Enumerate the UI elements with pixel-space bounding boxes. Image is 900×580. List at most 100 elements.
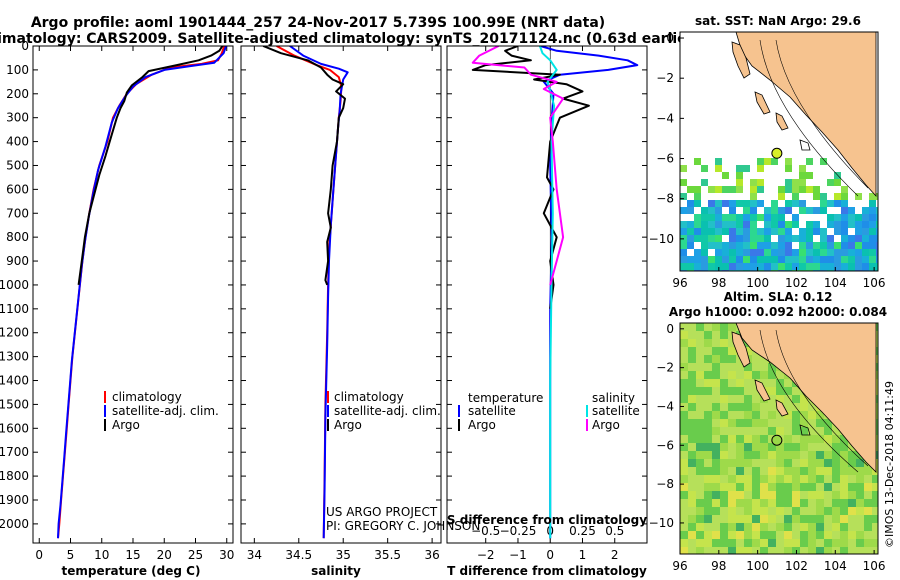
sla-data-cell [752, 475, 760, 483]
sst-data-cell [771, 214, 778, 221]
sla-data-cell [680, 411, 688, 419]
sst-data-cell [778, 193, 785, 200]
sla-data-cell [872, 539, 878, 547]
difference-s-tick-label: −0.5 [471, 524, 500, 538]
sla-data-cell [704, 435, 712, 443]
sst-data-cell [869, 221, 876, 228]
depth-tick-label: 1900 [0, 493, 29, 507]
sla-data-cell [792, 451, 800, 459]
sla-data-cell [760, 515, 768, 523]
sst-data-cell [813, 207, 820, 214]
sla-data-cell [688, 491, 696, 499]
sst-data-cell [687, 200, 694, 207]
sst-data-cell [771, 228, 778, 235]
sla-data-cell [760, 539, 768, 547]
sla-data-cell [768, 531, 776, 539]
sla-data-cell [744, 451, 752, 459]
sst-data-cell [764, 263, 771, 270]
sst-data-cell [750, 207, 757, 214]
sla-data-cell [840, 507, 848, 515]
sla-data-cell [808, 531, 816, 539]
sst-data-cell [757, 200, 764, 207]
sst-data-cell [750, 235, 757, 242]
sla-map-depth-contour [775, 329, 869, 467]
difference-legend-swatch-s-argo [586, 419, 588, 431]
sst-data-cell [729, 200, 736, 207]
sst-map-island-outline [799, 139, 811, 151]
sla-data-cell [704, 507, 712, 515]
sla-data-cell [760, 371, 768, 379]
sla-data-cell [816, 523, 824, 531]
sla-data-cell [808, 539, 816, 547]
sst-data-cell [778, 263, 785, 270]
sla-data-cell [712, 451, 720, 459]
figure-title-line1: Argo profile: aoml 1901444_257 24-Nov-20… [31, 15, 605, 31]
sla-data-cell [792, 507, 800, 515]
sla-data-cell [832, 491, 840, 499]
sla-data-cell [752, 467, 760, 475]
sla-data-cell [680, 459, 688, 467]
sla-data-cell [856, 539, 864, 547]
sst-data-cell [792, 179, 799, 186]
sst-data-cell [785, 165, 792, 172]
sla-data-cell [800, 395, 808, 403]
sla-data-cell [704, 451, 712, 459]
sst-data-cell [757, 214, 764, 221]
sst-data-cell [778, 256, 785, 263]
sst-data-cell [750, 193, 757, 200]
sla-data-cell [704, 355, 712, 363]
sst-data-cell [806, 228, 813, 235]
sst-data-cell [855, 228, 862, 235]
sst-data-cell [876, 263, 878, 270]
sla-data-cell [864, 483, 872, 491]
sst_map-ytick-label: −8 [656, 192, 674, 206]
difference-panel: −2 −1 0 1 2 −0.5 −0.25 0 0.25 0.5 S difference f… [446, 45, 648, 578]
sla-data-cell [744, 475, 752, 483]
sla-data-cell [720, 467, 728, 475]
sla-data-cell [752, 539, 760, 547]
sla-data-cell [792, 499, 800, 507]
sst-data-cell [785, 179, 792, 186]
sla-data-cell [720, 347, 728, 355]
sla-data-cell [848, 459, 856, 467]
sla-data-cell [720, 539, 728, 547]
sst-data-cell [729, 228, 736, 235]
sla-data-cell [800, 427, 808, 435]
sst-data-cell [876, 221, 878, 228]
difference-xtick-label: −1 [509, 548, 527, 562]
sst-data-cell [743, 207, 750, 214]
sla-data-cell [752, 531, 760, 539]
sla-data-cell [728, 515, 736, 523]
sst-data-cell [813, 256, 820, 263]
sst-data-cell [743, 256, 750, 263]
sst-data-cell [862, 207, 869, 214]
sst-data-cell [841, 207, 848, 214]
sla-data-cell [680, 547, 688, 554]
depth-tick-label: 2000 [0, 517, 29, 531]
sla-data-cell [696, 435, 704, 443]
sst-data-cell [736, 256, 743, 263]
sst-data-cell [743, 165, 750, 172]
sla-data-cell [872, 483, 878, 491]
sla-data-cell [688, 451, 696, 459]
sla-data-cell [720, 483, 728, 491]
sla-data-cell [872, 499, 878, 507]
salinity-legend-satellite: satellite-adj. clim. [334, 404, 441, 418]
sla-data-cell [824, 507, 832, 515]
sst-data-cell [680, 263, 687, 270]
sst_map-xtick-label: 96 [672, 276, 687, 290]
sla-data-cell [704, 499, 712, 507]
sst-data-cell [841, 193, 848, 200]
sst-data-cell [729, 249, 736, 256]
sst-data-cell [806, 158, 813, 165]
sla-data-cell [840, 547, 848, 554]
sst-data-cell [708, 256, 715, 263]
depth-tick-label: 1800 [0, 469, 29, 483]
sst-data-cell [778, 221, 785, 228]
sst-data-cell [729, 221, 736, 228]
sst-data-cell [799, 263, 806, 270]
salinity-xtick-label: 36 [424, 548, 439, 562]
sla_map-ytick-label: −10 [649, 516, 674, 530]
sst-data-cell [855, 221, 862, 228]
sst-data-cell [715, 214, 722, 221]
